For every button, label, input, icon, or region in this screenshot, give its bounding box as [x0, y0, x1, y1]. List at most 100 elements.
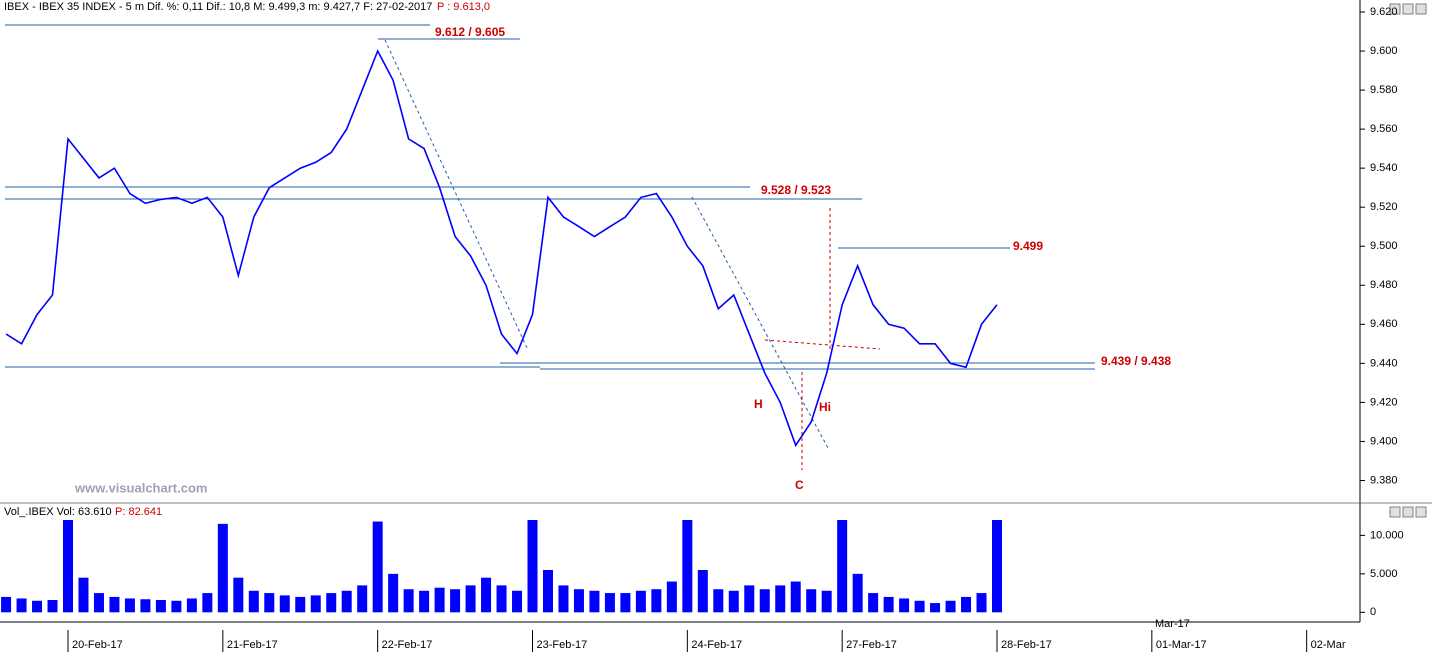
- minimize-button[interactable]: [1389, 3, 1401, 15]
- y-tick-label: 9.380: [1370, 474, 1398, 486]
- y-tick-label: 9.420: [1370, 396, 1398, 408]
- volume-bar: [341, 590, 352, 613]
- x-tick-label: 27-Feb-17: [846, 639, 897, 651]
- x-tick-label: 01-Mar-17: [1156, 639, 1207, 651]
- volume-bar: [558, 585, 569, 613]
- y-tick-label: 9.460: [1370, 318, 1398, 330]
- volume-bar: [852, 573, 863, 613]
- volume-bar: [651, 589, 662, 613]
- volume-bar: [171, 600, 182, 613]
- volume-bar: [512, 590, 523, 613]
- volume-bar: [790, 581, 801, 613]
- pattern-lines: [764, 208, 881, 470]
- volume-bar: [217, 523, 228, 613]
- volume-bar: [604, 593, 615, 613]
- volume-bar: [186, 598, 197, 613]
- maximize-button[interactable]: [1402, 506, 1414, 518]
- y-tick-label: 10.000: [1370, 529, 1404, 541]
- volume-bar: [635, 590, 646, 613]
- volume-bar: [419, 590, 430, 613]
- volume-bar: [403, 589, 414, 613]
- x-tick-label: 23-Feb-17: [537, 639, 588, 651]
- volume-bar: [666, 581, 677, 613]
- volume-bar: [450, 589, 461, 613]
- volume-title: Vol_.IBEX Vol: 63.610: [4, 506, 112, 518]
- trend-line: [384, 39, 529, 351]
- volume-bar: [481, 577, 492, 613]
- volume-bar: [992, 520, 1002, 613]
- x-tick-label: 22-Feb-17: [382, 639, 433, 651]
- y-tick-label: 9.480: [1370, 279, 1398, 291]
- volume-bar: [542, 570, 553, 613]
- volume-bar: [527, 520, 538, 613]
- volume-bar: [728, 590, 739, 613]
- maximize-button[interactable]: [1402, 3, 1414, 15]
- y-tick-label: 9.600: [1370, 45, 1398, 57]
- annotation: 9.612 / 9.605: [435, 25, 505, 39]
- chart-title: IBEX - IBEX 35 INDEX - 5 m Dif. %: 0,11 …: [4, 1, 432, 13]
- volume-bar: [16, 598, 27, 613]
- volume-bar: [868, 593, 879, 613]
- annotation: C: [795, 478, 804, 492]
- volume-bar: [372, 521, 383, 613]
- volume-bar: [930, 603, 941, 613]
- watermark: www.visualchart.com: [74, 480, 207, 495]
- volume-bar: [310, 595, 321, 613]
- annotation: 9.499: [1013, 239, 1043, 253]
- volume-bar: [47, 600, 58, 613]
- volume-last: P: 82.641: [115, 506, 162, 518]
- volume-bar: [465, 585, 476, 613]
- volume-bar: [682, 520, 693, 613]
- y-tick-label: 0: [1370, 606, 1376, 618]
- volume-bar: [759, 589, 770, 613]
- volume-bar: [248, 590, 259, 613]
- volume-bar: [233, 577, 244, 613]
- volume-bar: [357, 585, 368, 613]
- volume-bar: [914, 600, 925, 613]
- y-tick-label: 9.580: [1370, 84, 1398, 96]
- volume-bar: [279, 595, 290, 613]
- x-tick-label: 02-Mar: [1311, 639, 1346, 651]
- volume-bar: [78, 577, 89, 613]
- volume-bar: [821, 590, 832, 613]
- volume-bar: [496, 585, 507, 613]
- volume-bar: [713, 589, 724, 613]
- volume-bar: [883, 596, 894, 613]
- volume-bar: [899, 598, 910, 613]
- y-tick-label: 9.500: [1370, 240, 1398, 252]
- volume-bar: [1, 596, 12, 613]
- y-tick-label: 5.000: [1370, 568, 1398, 580]
- volume-bar: [945, 600, 956, 613]
- volume-bar: [775, 585, 786, 613]
- volume-bar: [295, 596, 306, 613]
- window-buttons[interactable]: [1389, 3, 1427, 518]
- trend-lines: [384, 39, 829, 449]
- volume-bar: [388, 573, 399, 613]
- volume-bar: [202, 593, 213, 613]
- x-major-label: Mar-17: [1155, 618, 1190, 630]
- volume-bar: [124, 598, 135, 613]
- volume-bar: [589, 590, 600, 613]
- volume-bar: [93, 593, 104, 613]
- neckline: [764, 339, 881, 350]
- volume-bar: [976, 593, 987, 613]
- volume-bar: [326, 593, 337, 613]
- close-button[interactable]: [1415, 506, 1427, 518]
- volume-bar: [620, 593, 631, 613]
- annotation: 9.528 / 9.523: [761, 183, 831, 197]
- x-tick-label: 21-Feb-17: [227, 639, 278, 651]
- minimize-button[interactable]: [1389, 506, 1401, 518]
- annotation: 9.439 / 9.438: [1101, 354, 1171, 368]
- y-tick-label: 9.620: [1370, 6, 1398, 18]
- y-tick-label: 9.560: [1370, 123, 1398, 135]
- y-tick-label: 9.400: [1370, 435, 1398, 447]
- level-lines: [5, 24, 1095, 370]
- volume-bar: [961, 596, 972, 613]
- last-price: P : 9.613,0: [437, 1, 490, 13]
- close-button[interactable]: [1415, 3, 1427, 15]
- x-tick-label: 24-Feb-17: [691, 639, 742, 651]
- x-tick-label: 20-Feb-17: [72, 639, 123, 651]
- volume-bar: [744, 585, 755, 613]
